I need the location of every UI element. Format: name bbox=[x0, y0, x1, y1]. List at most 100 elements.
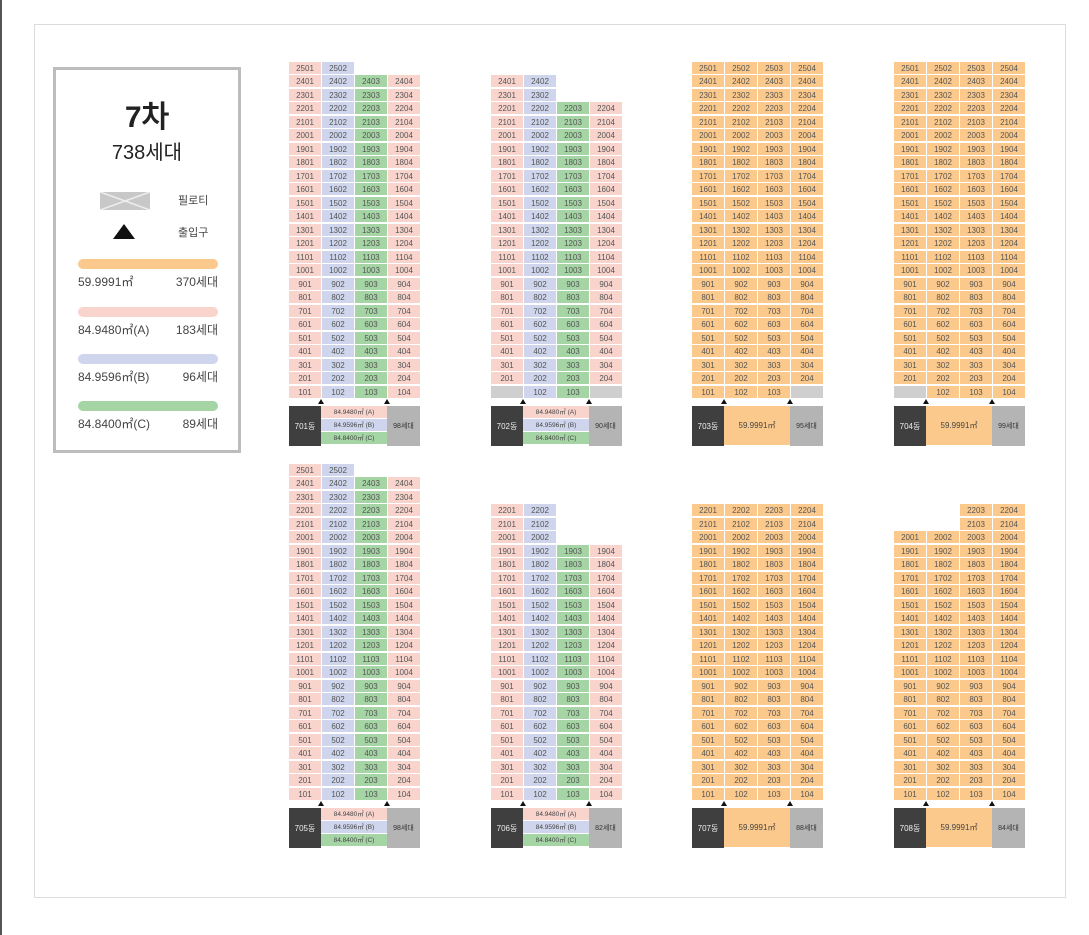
unit-cell: 301 bbox=[894, 358, 927, 372]
dong-types: 84.9480㎡ (A) 84.9596㎡ (B) 84.8400㎡ (C) bbox=[523, 808, 589, 848]
unit-cell: 1001 bbox=[894, 666, 927, 679]
unit-cell: 1203 bbox=[960, 639, 993, 652]
unit-cell: 1704 bbox=[590, 169, 623, 183]
unit-cell: 1902 bbox=[524, 544, 557, 558]
unit-cell: 1804 bbox=[993, 156, 1026, 169]
unit-cell: 1301 bbox=[894, 625, 927, 639]
unit-cell: 1603 bbox=[557, 585, 590, 598]
unit-cell: 603 bbox=[960, 720, 993, 733]
unit-cell: 1101 bbox=[894, 250, 927, 264]
unit-cell: 1504 bbox=[993, 598, 1026, 612]
unit-cell: 204 bbox=[993, 372, 1026, 385]
unit-cell: 1903 bbox=[355, 142, 388, 156]
unit-cell: 103 bbox=[960, 385, 993, 399]
unit-cell: 1702 bbox=[927, 571, 960, 585]
unit-cell: 1602 bbox=[322, 183, 355, 196]
dong-types: 59.9991㎡ bbox=[926, 406, 992, 446]
unit-cell: 2002 bbox=[524, 531, 557, 544]
legend-type-a: 84.9480㎡(A) 183세대 bbox=[78, 307, 218, 338]
unit-cell: 1202 bbox=[725, 237, 758, 250]
unit-cell: 903 bbox=[355, 277, 388, 291]
unit-cell: 1504 bbox=[388, 196, 421, 210]
unit-cell: 503 bbox=[557, 733, 590, 747]
unit-cell: 602 bbox=[322, 720, 355, 733]
unit-cell: 304 bbox=[993, 760, 1026, 774]
unit-cell: 201 bbox=[289, 372, 322, 385]
unit-cell: 1901 bbox=[894, 544, 927, 558]
entrance-arrow-icon bbox=[989, 801, 995, 806]
unit-cell: 303 bbox=[557, 760, 590, 774]
unit-cell: 501 bbox=[491, 733, 524, 747]
unit-cell: 1701 bbox=[894, 169, 927, 183]
unit-cell: 402 bbox=[725, 747, 758, 760]
unit-cell: 102 bbox=[322, 385, 355, 399]
unit-cell: 2203 bbox=[758, 504, 791, 517]
unit-cell: 102 bbox=[927, 385, 960, 399]
unit-cell: 1202 bbox=[524, 237, 557, 250]
unit-cell: 1004 bbox=[590, 264, 623, 277]
unit-cell: 2004 bbox=[388, 531, 421, 544]
unit-cell: 1003 bbox=[758, 666, 791, 679]
unit-cell: 1103 bbox=[960, 250, 993, 264]
unit-cell: 504 bbox=[791, 733, 824, 747]
unit-cell: 1301 bbox=[692, 223, 725, 237]
entrance-arrow-icon bbox=[721, 801, 727, 806]
unit-cell: 1004 bbox=[388, 264, 421, 277]
unit-cell: 901 bbox=[692, 679, 725, 693]
unit-cell: 2101 bbox=[692, 115, 725, 129]
unit-cell: 302 bbox=[524, 760, 557, 774]
unit-cell: 404 bbox=[993, 345, 1026, 358]
unit-cell: 501 bbox=[289, 733, 322, 747]
unit-cell: 402 bbox=[322, 345, 355, 358]
unit-cell: 1203 bbox=[758, 237, 791, 250]
unit-cell: 1304 bbox=[590, 625, 623, 639]
unit-cell: 1001 bbox=[491, 264, 524, 277]
unit-cell: 2102 bbox=[725, 115, 758, 129]
building-base: 701동 84.9480㎡ (A) 84.9596㎡ (B) 84.8400㎡ (C)… bbox=[289, 399, 420, 446]
unit-cell: 302 bbox=[927, 760, 960, 774]
unit-cell: 302 bbox=[725, 358, 758, 372]
unit-cell: 1001 bbox=[289, 264, 322, 277]
unit-cell: 1302 bbox=[927, 625, 960, 639]
unit-cell: 1904 bbox=[388, 544, 421, 558]
unit-cell: 2204 bbox=[791, 102, 824, 115]
legend-swatch bbox=[78, 401, 218, 411]
unit-cell: 1101 bbox=[491, 250, 524, 264]
entrance-arrow-icon bbox=[989, 399, 995, 404]
unit-cell: 1901 bbox=[692, 544, 725, 558]
unit-cell: 1802 bbox=[524, 558, 557, 571]
unit-cell: 301 bbox=[491, 760, 524, 774]
unit-cell: 1002 bbox=[524, 264, 557, 277]
unit-cell: 702 bbox=[322, 304, 355, 318]
unit-cell: 2301 bbox=[894, 88, 927, 102]
unit-cell: 704 bbox=[791, 706, 824, 720]
unit-cell: 104 bbox=[388, 787, 421, 801]
unit-cell: 601 bbox=[289, 720, 322, 733]
unit-cell: 903 bbox=[960, 679, 993, 693]
unit-cell: 701 bbox=[894, 706, 927, 720]
unit-cell: 603 bbox=[557, 720, 590, 733]
unit-cell: 1904 bbox=[791, 544, 824, 558]
unit-cell: 1204 bbox=[993, 237, 1026, 250]
unit-cell: 304 bbox=[590, 358, 623, 372]
unit-cell: 704 bbox=[993, 706, 1026, 720]
unit-cell: 2302 bbox=[524, 88, 557, 102]
unit-cell: 2504 bbox=[791, 61, 824, 75]
unit-cell: 104 bbox=[590, 385, 623, 399]
unit-cell: 103 bbox=[557, 787, 590, 801]
unit-cell: 2302 bbox=[322, 88, 355, 102]
unit-cell: 102 bbox=[524, 385, 557, 399]
unit-cell: 2204 bbox=[993, 504, 1026, 517]
unit-cell: 1803 bbox=[355, 156, 388, 169]
unit-cell: 801 bbox=[692, 291, 725, 304]
unit-cell: 2004 bbox=[791, 531, 824, 544]
unit-cell: 2403 bbox=[758, 75, 791, 88]
unit-cell: 403 bbox=[557, 747, 590, 760]
legend-swatch bbox=[78, 354, 218, 364]
unit-cell: 2102 bbox=[524, 517, 557, 531]
unit-cell: 2301 bbox=[289, 88, 322, 102]
unit-cell: 1004 bbox=[993, 264, 1026, 277]
unit-cell: 803 bbox=[960, 693, 993, 706]
unit-cell: 2402 bbox=[322, 75, 355, 88]
unit-cell: 2001 bbox=[491, 129, 524, 142]
